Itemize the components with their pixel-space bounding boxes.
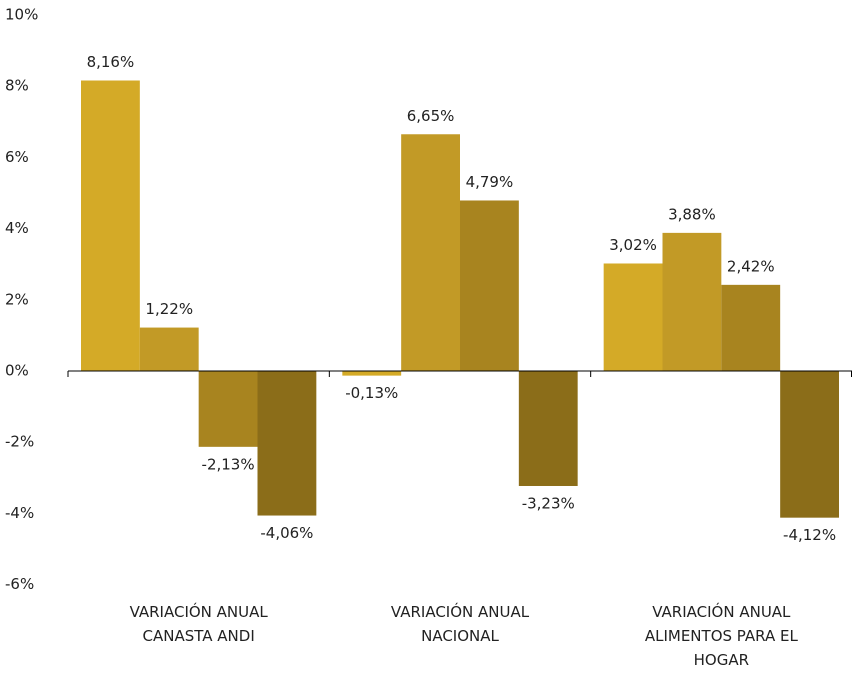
y-tick-label: 8% — [5, 77, 29, 95]
y-tick-label: 0% — [5, 362, 29, 380]
data-label: -0,13% — [345, 384, 398, 402]
bar — [460, 200, 519, 371]
data-label: 1,22% — [145, 300, 193, 318]
data-label: -3,23% — [522, 494, 575, 512]
data-label: -2,13% — [202, 455, 255, 473]
data-label: -4,06% — [260, 524, 313, 542]
data-label: 3,88% — [668, 205, 716, 223]
bar — [257, 371, 317, 516]
bar — [721, 284, 781, 371]
data-label: 2,42% — [727, 257, 775, 275]
bar — [342, 371, 402, 376]
bar — [139, 327, 199, 371]
data-label: 4,79% — [466, 173, 514, 191]
bar — [81, 80, 140, 371]
y-tick-label: -4% — [5, 504, 34, 522]
data-label: -4,12% — [783, 526, 836, 544]
x-tick-label: VARIACIÓN ANUAL CANASTA ANDI — [129, 603, 268, 645]
bar — [401, 134, 460, 371]
x-tick-label: VARIACIÓN ANUAL NACIONAL — [390, 603, 530, 645]
bar — [518, 371, 578, 486]
data-label: 3,02% — [609, 236, 657, 254]
bar — [603, 263, 663, 371]
y-tick-label: -6% — [5, 575, 34, 593]
bar — [780, 371, 839, 518]
y-tick-label: -2% — [5, 433, 34, 451]
bar — [198, 371, 258, 447]
y-tick-label: 2% — [5, 290, 29, 308]
bar — [662, 232, 722, 371]
data-label: 8,16% — [87, 53, 135, 71]
data-label: 6,65% — [407, 107, 455, 125]
y-tick-label: 4% — [5, 219, 29, 237]
x-tick-label: VARIACIÓN ANUAL ALIMENTOS PARA EL HOGAR — [644, 603, 798, 669]
y-tick-label: 6% — [5, 148, 29, 166]
y-tick-label: 10% — [5, 6, 38, 24]
